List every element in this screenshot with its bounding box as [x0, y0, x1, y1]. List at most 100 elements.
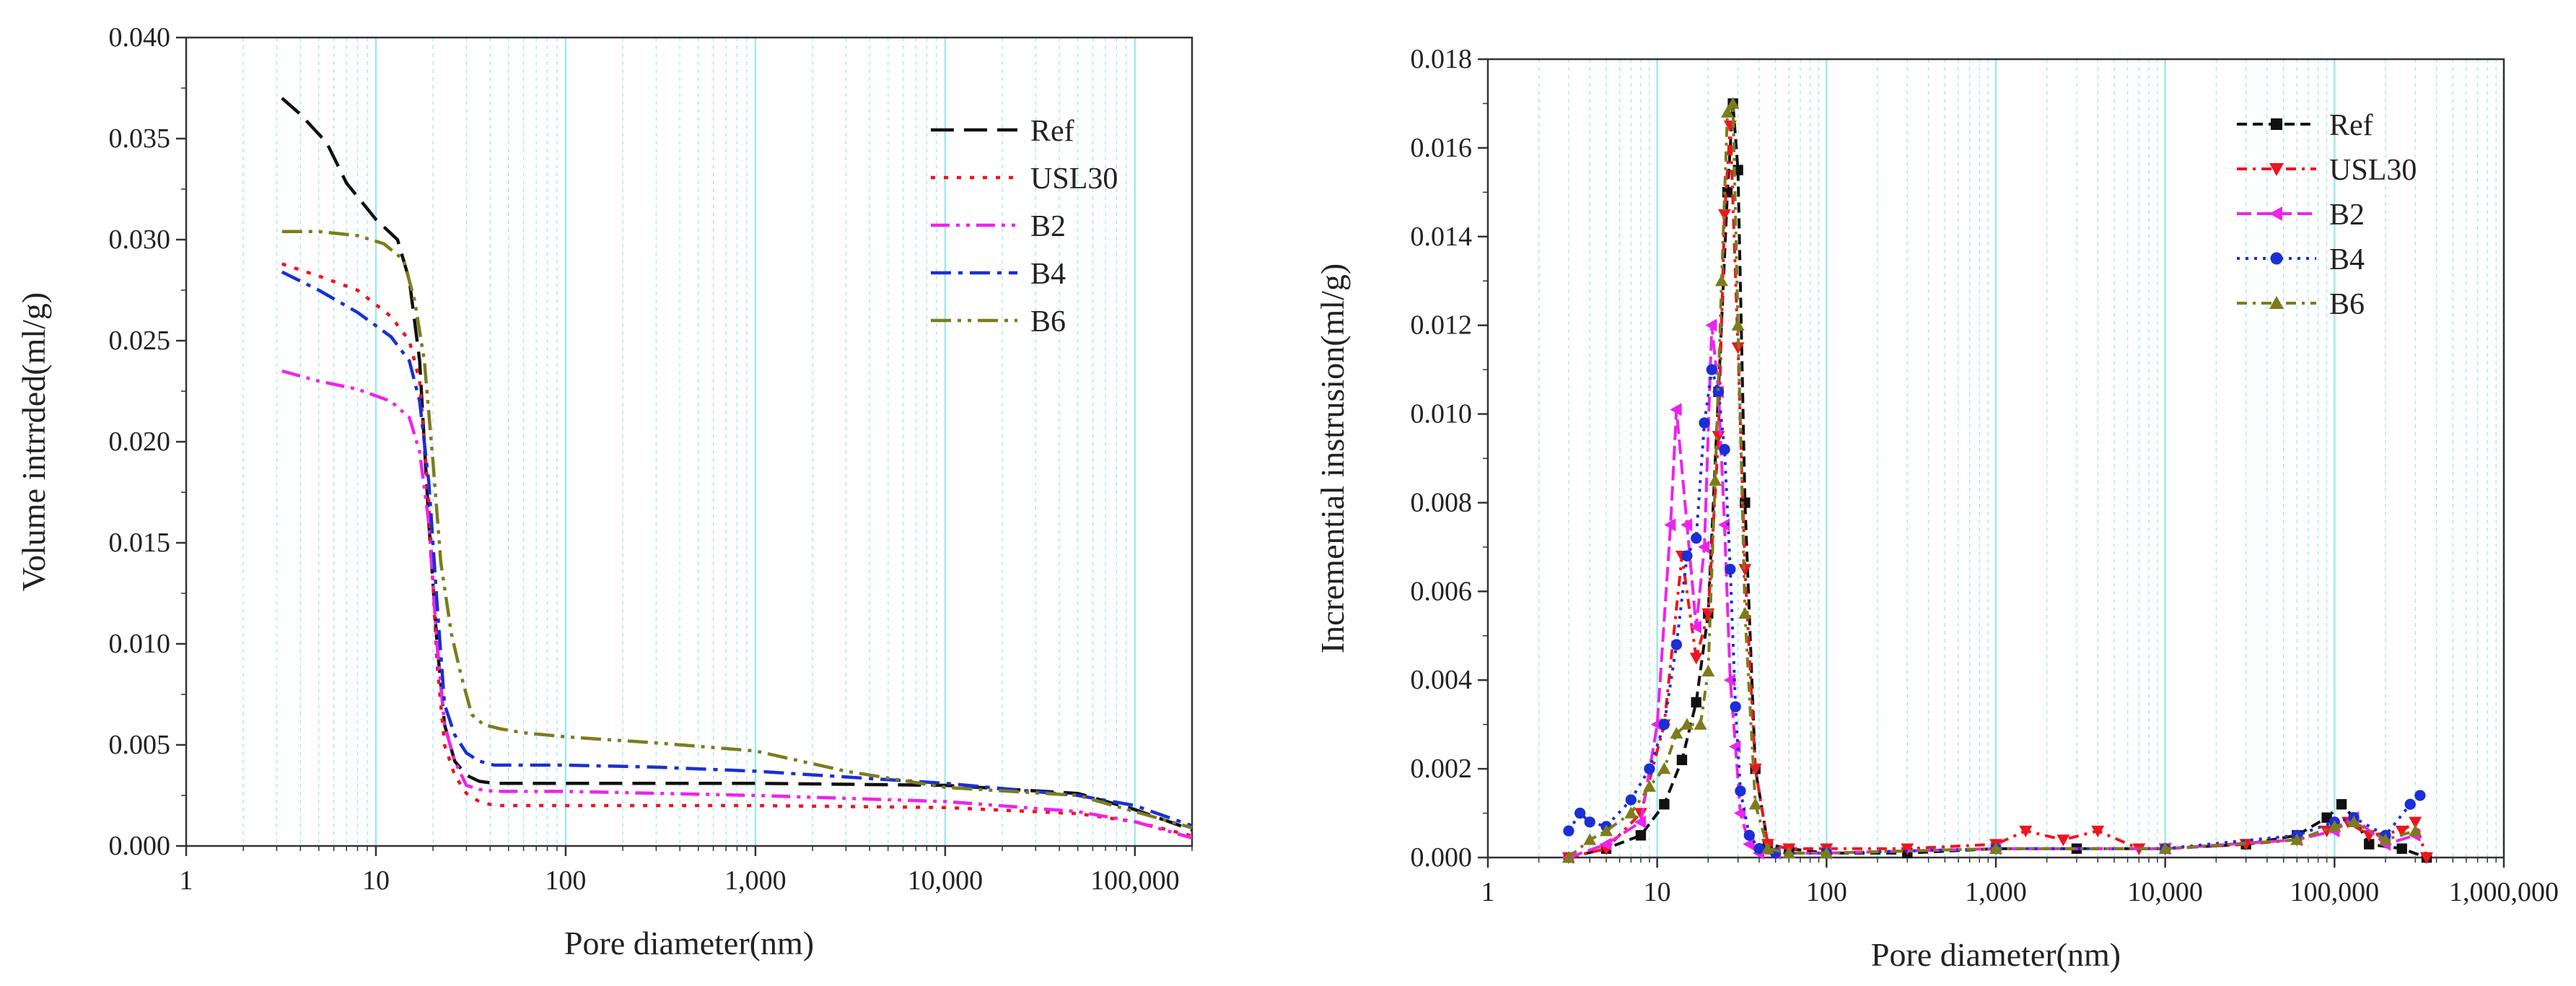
data-point-triangle-left [1705, 318, 1717, 332]
y-axis-label: Incremential instrusion(ml/g) [1314, 263, 1351, 653]
legend-label: USL30 [2329, 154, 2417, 187]
data-point-triangle-up [1657, 762, 1671, 775]
x-axis-label: Pore diameter(nm) [564, 925, 814, 961]
data-point-circle [1681, 550, 1693, 562]
data-point-triangle-left [1600, 837, 1612, 851]
x-tick-label: 100,000 [2290, 877, 2380, 907]
legend-label: Ref [1030, 115, 1074, 148]
data-point-triangle-left [1634, 815, 1647, 829]
data-point-triangle-up [1561, 851, 1575, 863]
data-point-triangle-up [2378, 833, 2392, 845]
data-point-triangle-left [1743, 837, 1755, 851]
data-point-triangle-up [2269, 296, 2284, 309]
x-tick-label: 1 [180, 865, 193, 896]
data-point-square [1635, 830, 1647, 841]
x-tick-label: 10,000 [2127, 877, 2203, 907]
data-point-circle [1584, 816, 1595, 828]
data-point-triangle-up [1583, 833, 1597, 845]
data-point-triangle-up [1714, 274, 1728, 287]
data-point-circle [1658, 719, 1670, 730]
data-point-square [2336, 799, 2347, 810]
x-tick-label: 1 [1481, 877, 1495, 907]
data-point-triangle-left [1698, 540, 1710, 554]
data-point-triangle-down [2091, 825, 2105, 838]
data-point-triangle-down [2395, 825, 2409, 838]
data-point-square [1659, 799, 1670, 810]
y-tick-label: 0.010 [1411, 399, 1473, 429]
data-point-triangle-up [1680, 717, 1694, 730]
legend-item-b4: B4 [931, 258, 1066, 291]
data-point-triangle-up [1600, 824, 1613, 837]
legend-item-ref: Ref [931, 115, 1074, 148]
data-point-triangle-down [2269, 163, 2284, 176]
series-b4 [1563, 364, 2426, 859]
data-point-triangle-down [1748, 763, 1762, 776]
y-tick-label: 0.016 [1411, 133, 1473, 163]
legend-item-b6: B6 [2237, 288, 2365, 321]
x-tick-label: 10 [1644, 877, 1671, 907]
y-tick-label: 0.002 [1411, 754, 1473, 784]
y-tick-label: 0.040 [109, 22, 171, 53]
legend: Ref USL30 B2 B4 B6 [2237, 109, 2417, 321]
data-point-triangle-down [2420, 852, 2434, 864]
series-line [1568, 124, 2428, 859]
data-point-triangle-up [2290, 833, 2304, 845]
legend-label: B6 [1030, 305, 1066, 339]
data-point-triangle-up [1709, 474, 1722, 486]
data-point-square [2271, 118, 2282, 130]
data-point-circle [1644, 763, 1655, 775]
x-tick-label: 1,000,000 [2449, 877, 2559, 907]
series-b2 [1561, 318, 2421, 864]
data-point-triangle-left [1723, 673, 1736, 687]
grid-lines [242, 38, 1193, 846]
data-point-circle [2414, 790, 2426, 801]
data-point-circle [1691, 532, 1702, 544]
y-tick-label: 0.000 [109, 831, 171, 861]
y-tick-label: 0.010 [109, 629, 171, 659]
data-point-circle [1735, 785, 1746, 797]
y-tick-label: 0.000 [1411, 842, 1473, 873]
data-point-triangle-left [1689, 620, 1701, 634]
x-tick-label: 1,000 [724, 865, 787, 896]
data-point-triangle-up [1782, 846, 1796, 859]
legend-label: USL30 [1030, 162, 1118, 196]
y-tick-label: 0.015 [109, 528, 171, 558]
series-line [1568, 102, 2427, 859]
y-tick-label: 0.025 [109, 326, 171, 356]
series-b2 [281, 369, 1193, 839]
data-point-triangle-left [1733, 806, 1746, 820]
legend-label: B4 [2329, 243, 2365, 276]
data-point-circle [1753, 843, 1765, 855]
data-point-circle [1670, 639, 1683, 650]
series-b6 [281, 230, 1193, 829]
y-tick-label: 0.018 [1411, 44, 1473, 74]
data-point-triangle-down [1718, 209, 1732, 222]
series-b6 [1561, 97, 2422, 863]
y-axis-label: Volume intrrded(ml/g) [15, 292, 52, 591]
data-point-circle [1719, 444, 1730, 455]
data-point-triangle-down [2409, 816, 2422, 829]
data-point-triangle-up [1748, 798, 1762, 810]
y-tick-label: 0.005 [109, 730, 171, 760]
legend-item-b2: B2 [931, 210, 1066, 243]
legend: Ref USL30 B2 B4 B6 [931, 115, 1118, 339]
data-point-triangle-left [1680, 518, 1693, 532]
data-point-triangle-up [1624, 806, 1638, 819]
y-tick-label: 0.008 [1411, 487, 1473, 518]
x-axis-label: Pore diameter(nm) [1871, 936, 2121, 973]
series-usl30 [1561, 120, 2434, 864]
data-point-triangle-up [1726, 97, 1740, 109]
data-point-triangle-down [1738, 564, 1752, 576]
chart-cumulative-volume: 1 10 100 1,000 10,000 100,000 0.000 0.005 0.010 0… [15, 22, 1193, 961]
data-point-triangle-up [1694, 717, 1707, 730]
y-tick-label: 0.004 [1411, 665, 1473, 695]
data-point-triangle-up [1670, 726, 1683, 739]
data-point-circle [1706, 364, 1717, 375]
series-line [281, 230, 1193, 829]
data-point-triangle-up [2158, 842, 2172, 854]
data-point-circle [1743, 829, 1755, 841]
series-ref [281, 97, 1193, 832]
data-point-triangle-up [1820, 846, 1834, 859]
legend-label: B6 [2329, 288, 2365, 321]
legend-label: B4 [1030, 258, 1066, 291]
